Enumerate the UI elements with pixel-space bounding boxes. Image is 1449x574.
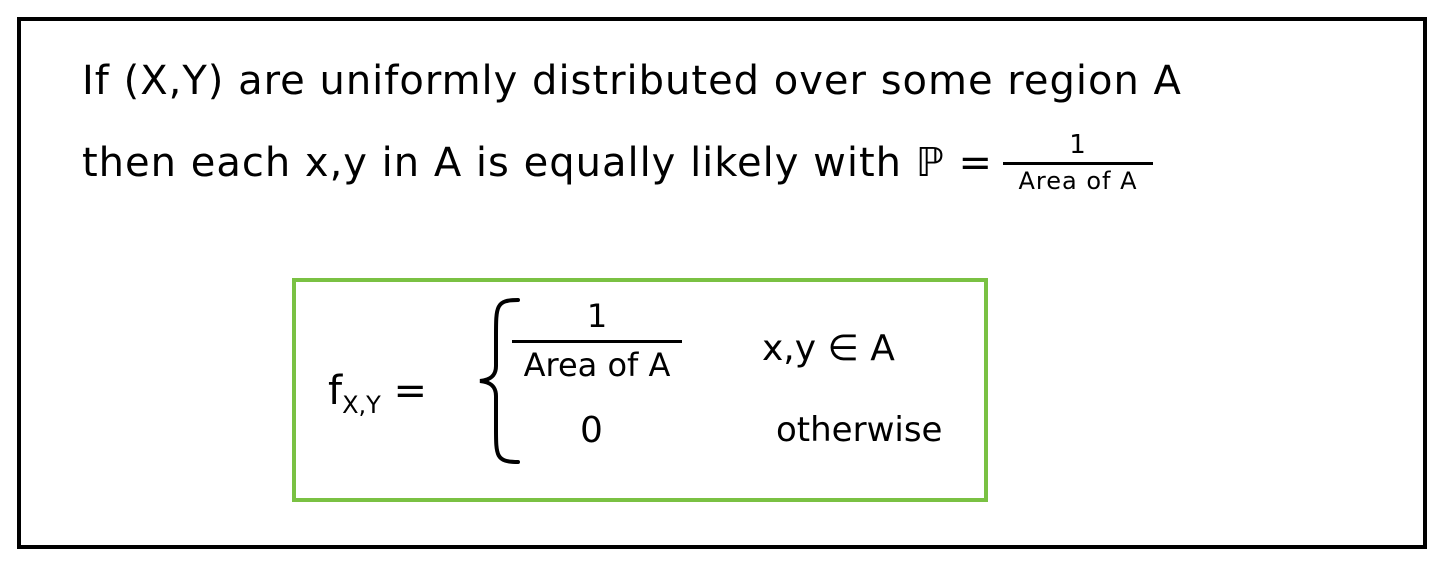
case1-fraction: 1 Area of A [512,300,682,381]
intro-line-1: If (X,Y) are uniformly distributed over … [82,58,1182,104]
outer-frame [17,17,1427,549]
intro-line-2: then each x,y in A is equally likely wit… [82,132,1153,193]
left-brace-icon [479,298,520,464]
probability-numerator: 1 [1069,130,1087,160]
joint-density-label: fX,Y = [328,368,427,419]
probability-fraction-bar [1003,162,1153,165]
function-subscript: X,Y [342,391,381,419]
function-name: f [328,368,343,414]
case1-numerator: 1 [586,297,608,335]
intro-line-2-text: then each x,y in A is equally likely wit… [82,139,993,186]
case2-condition: otherwise [776,410,943,450]
case2-value: 0 [580,410,603,451]
probability-denominator: Area of A [1018,167,1138,195]
case1-condition: x,y ∈ A [762,328,895,369]
case1-denominator: Area of A [523,346,671,384]
case1-fraction-bar [512,340,682,343]
probability-fraction: 1 Area of A [1003,132,1153,193]
equals-sign: = [393,368,428,414]
definition-box: fX,Y = 1 Area of A 0 x,y ∈ A otherwise [292,278,988,502]
